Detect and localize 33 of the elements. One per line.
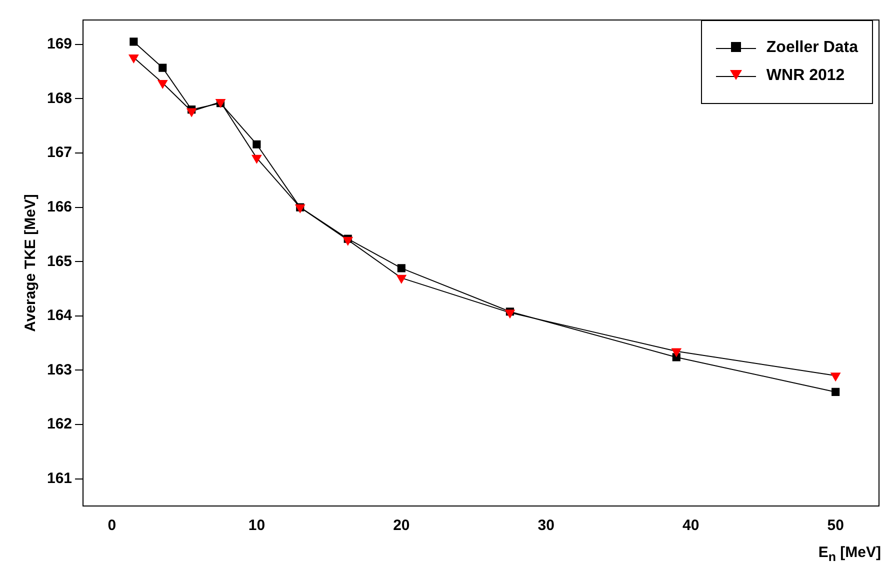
point bbox=[830, 372, 840, 382]
y-tick-label: 169 bbox=[46, 36, 72, 53]
y-tick-label: 164 bbox=[46, 307, 73, 324]
x-tick-label: 0 bbox=[108, 517, 116, 534]
x-tick-label: 50 bbox=[827, 517, 844, 534]
point bbox=[158, 64, 167, 72]
x-tick-label: 20 bbox=[393, 517, 410, 534]
y-tick-label: 161 bbox=[46, 470, 72, 487]
point bbox=[505, 310, 515, 318]
point bbox=[343, 236, 353, 246]
point bbox=[832, 388, 840, 396]
x-tick-label: 30 bbox=[538, 517, 554, 534]
y-tick-label: 165 bbox=[46, 252, 72, 270]
point bbox=[672, 348, 682, 357]
x-tick-label: 10 bbox=[248, 517, 266, 534]
x-axis-title: E$_{n}$ [MeV] bbox=[818, 544, 881, 564]
y-tick-label: 166 bbox=[46, 198, 72, 216]
x-tick-label: 40 bbox=[682, 517, 700, 534]
legend-label: WNR 2012 bbox=[766, 67, 845, 85]
y-axis-title: Average TKE [MeV] bbox=[22, 194, 40, 332]
point bbox=[128, 54, 139, 63]
point bbox=[252, 140, 261, 148]
point bbox=[186, 108, 196, 117]
point bbox=[158, 80, 168, 88]
point bbox=[396, 274, 406, 284]
point bbox=[397, 264, 406, 272]
point bbox=[252, 154, 262, 164]
point bbox=[130, 38, 138, 46]
legend-label: Zoeller Data bbox=[766, 39, 858, 57]
y-tick-label: 168 bbox=[46, 90, 72, 107]
y-tick-label: 162 bbox=[46, 416, 72, 433]
y-tick-label: 163 bbox=[46, 361, 72, 378]
y-tick-label: 167 bbox=[46, 144, 72, 162]
